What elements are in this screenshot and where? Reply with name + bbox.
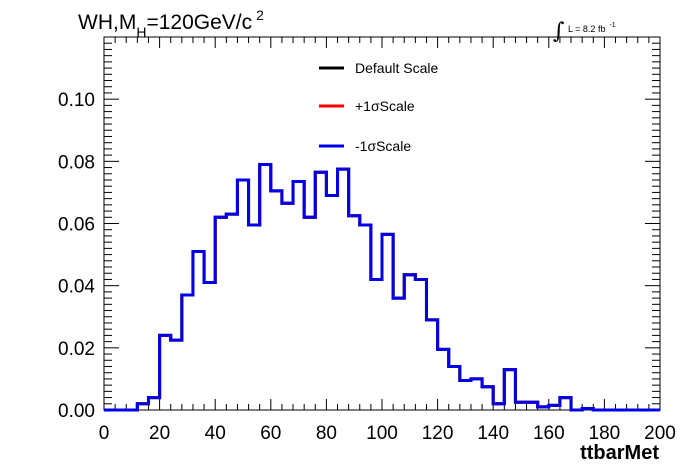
y-tick-label: 0.00 — [58, 401, 95, 422]
title-main: WH,M — [78, 11, 136, 34]
luminosity-text: L = 8.2 fb — [568, 24, 605, 34]
y-tick-label: 0.04 — [58, 277, 95, 298]
y-tick-label: 0.06 — [58, 215, 95, 236]
luminosity-label: L = 8.2 fb -1 — [568, 22, 616, 34]
x-tick-label: 200 — [644, 423, 676, 444]
x-axis-tick-labels: 0 20 40 60 80 100 120 140 160 180 200 — [99, 423, 676, 444]
x-tick-label: 140 — [477, 423, 509, 444]
luminosity-superscript: -1 — [609, 22, 615, 29]
x-tick-label: 20 — [149, 423, 170, 444]
series-line-1 — [104, 162, 660, 412]
series-line-0 — [104, 162, 660, 412]
x-tick-label: 120 — [422, 423, 454, 444]
y-tick-label: 0.10 — [58, 90, 95, 111]
plot-frame — [103, 36, 661, 411]
x-tick-label: 100 — [366, 423, 398, 444]
x-tick-label: 40 — [205, 423, 226, 444]
x-tick-label: 160 — [533, 423, 565, 444]
title-subscript: H — [136, 24, 146, 40]
x-axis-title: ttbarMet — [580, 442, 659, 464]
y-axis-ticks — [104, 36, 660, 411]
y-tick-label: 0.08 — [58, 152, 95, 173]
y-axis-tick-labels: 0.00 0.02 0.04 0.06 0.08 0.10 — [58, 90, 95, 422]
series-line-2 — [104, 162, 660, 412]
x-tick-label: 80 — [316, 423, 337, 444]
x-axis-ticks — [103, 37, 661, 410]
title-value: =120GeV/c — [146, 11, 252, 34]
legend: Default Scale +1σScale -1σScale — [319, 60, 438, 154]
legend-label-0: Default Scale — [355, 60, 438, 76]
x-tick-label: 60 — [260, 423, 281, 444]
x-tick-label: 0 — [99, 423, 110, 444]
x-tick-label: 180 — [589, 423, 621, 444]
title-superscript: 2 — [256, 7, 264, 23]
legend-label-2: -1σScale — [355, 138, 411, 154]
series-group — [104, 162, 660, 412]
integral-symbol: ∫ — [553, 19, 565, 44]
legend-label-1: +1σScale — [355, 98, 415, 114]
y-tick-label: 0.02 — [58, 339, 95, 360]
plot-title: WH,MH=120GeV/c 2 — [78, 7, 264, 40]
